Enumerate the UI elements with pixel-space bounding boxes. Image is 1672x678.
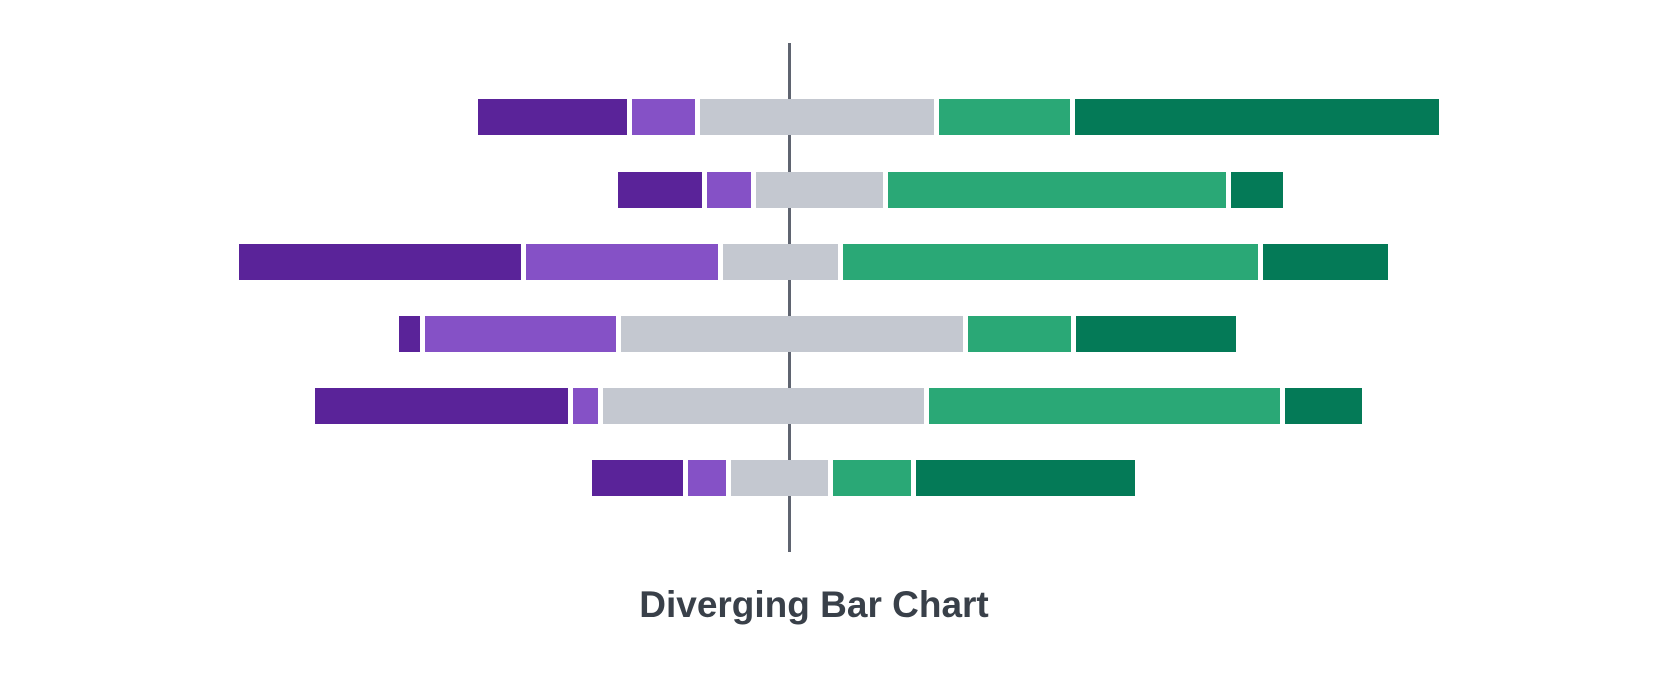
bar-row xyxy=(0,244,1672,280)
bar-segment-gray-neutral xyxy=(756,172,883,208)
bar-segment-dark-purple xyxy=(315,388,568,424)
bar-segment-dark-purple xyxy=(239,244,521,280)
bar-segment-green xyxy=(843,244,1258,280)
bar-segment-dark-green xyxy=(1285,388,1362,424)
bar-segment-dark-purple xyxy=(618,172,702,208)
bar-segment-light-purple xyxy=(425,316,616,352)
bar-segment-green xyxy=(833,460,911,496)
bar-segment-dark-green xyxy=(1075,99,1439,135)
bar-segment-green xyxy=(929,388,1280,424)
bar-segment-gray-neutral xyxy=(700,99,934,135)
bar-segment-dark-purple xyxy=(478,99,627,135)
bar-row xyxy=(0,460,1672,496)
bar-segment-green xyxy=(888,172,1226,208)
bar-segment-dark-green xyxy=(1231,172,1283,208)
bar-segment-dark-green xyxy=(1263,244,1388,280)
bar-segment-dark-purple xyxy=(592,460,683,496)
bar-row xyxy=(0,316,1672,352)
bar-segment-gray-neutral xyxy=(723,244,838,280)
chart-title: Diverging Bar Chart xyxy=(639,584,989,625)
bar-segment-light-purple xyxy=(707,172,751,208)
zero-baseline-axis xyxy=(788,43,791,552)
bar-segment-gray-neutral xyxy=(603,388,924,424)
bar-segment-dark-purple xyxy=(399,316,420,352)
bar-segment-green xyxy=(939,99,1070,135)
bar-segment-light-purple xyxy=(573,388,598,424)
bar-segment-light-purple xyxy=(632,99,695,135)
bar-segment-gray-neutral xyxy=(621,316,963,352)
bar-row xyxy=(0,99,1672,135)
bar-segment-gray-neutral xyxy=(731,460,828,496)
bar-segment-green xyxy=(968,316,1071,352)
bar-segment-dark-green xyxy=(916,460,1135,496)
bar-segment-light-purple xyxy=(526,244,718,280)
bar-row xyxy=(0,388,1672,424)
bar-row xyxy=(0,172,1672,208)
bar-segment-light-purple xyxy=(688,460,726,496)
bar-segment-dark-green xyxy=(1076,316,1236,352)
